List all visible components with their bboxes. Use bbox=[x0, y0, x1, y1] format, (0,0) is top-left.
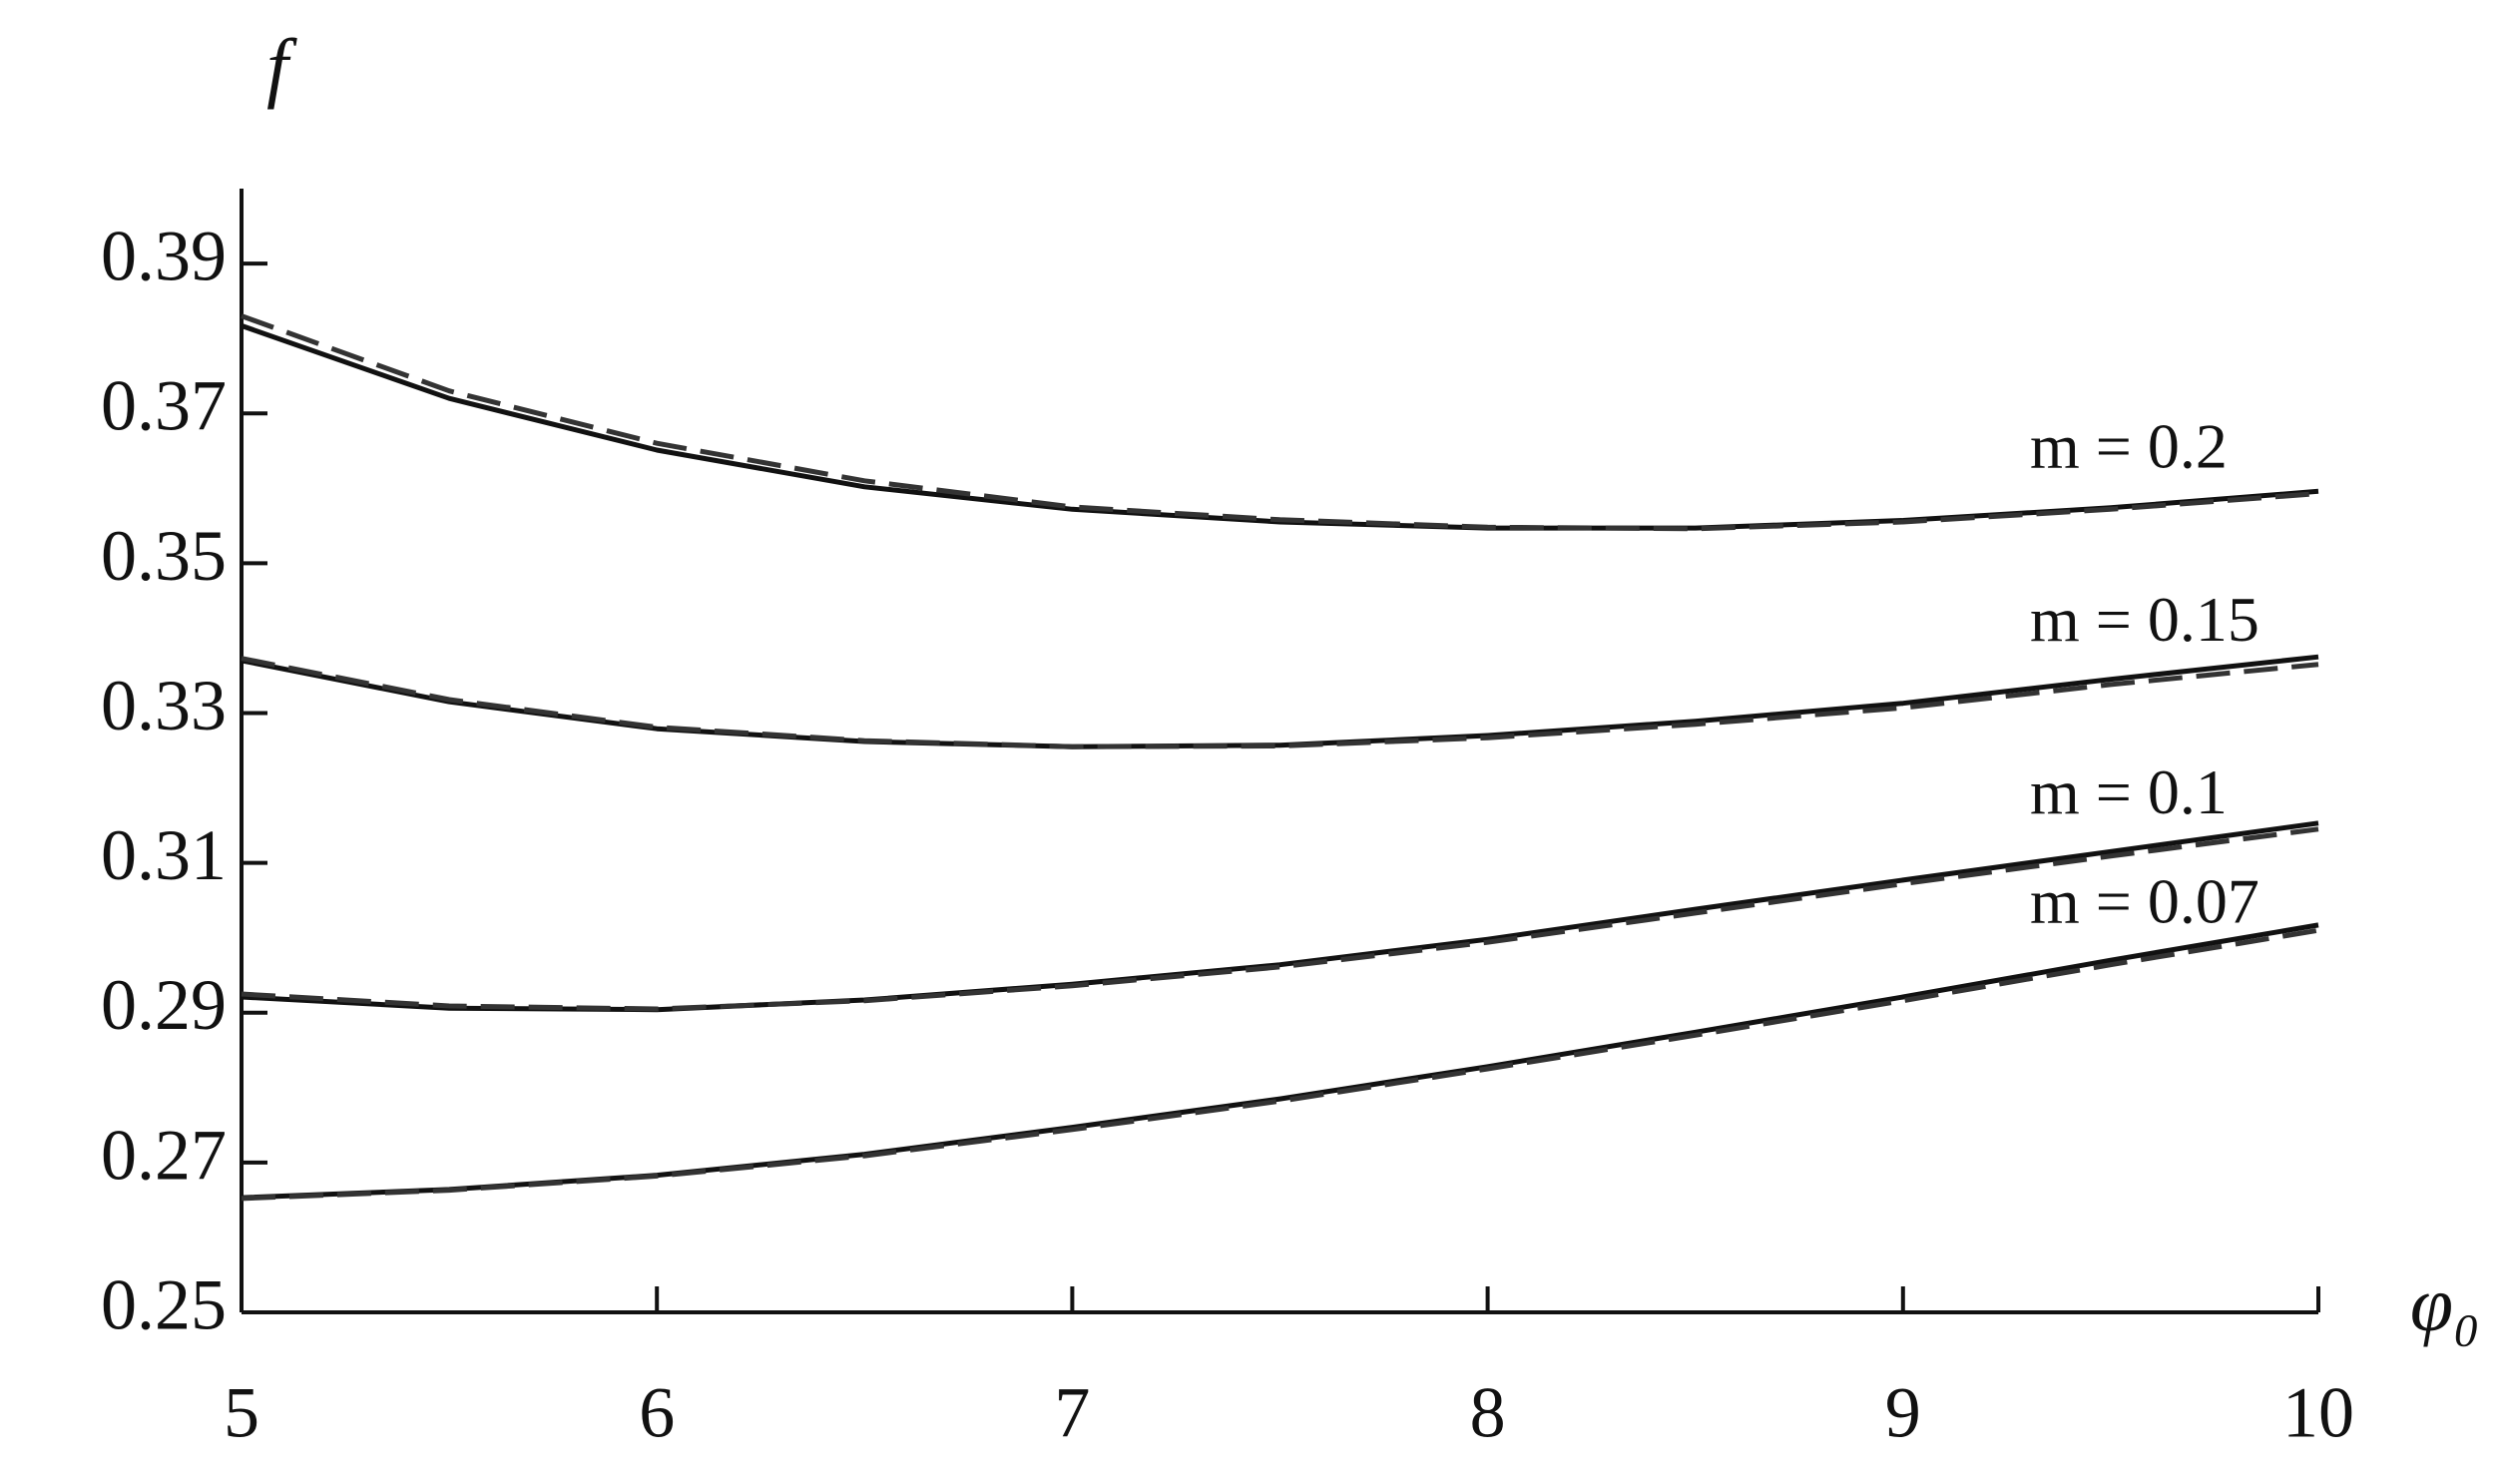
x-tick-label: 8 bbox=[1470, 1373, 1506, 1453]
dashed-line bbox=[241, 656, 2319, 749]
y-axis-title: f bbox=[266, 23, 297, 110]
line bbox=[241, 323, 2319, 531]
series-label: m = 0.15 bbox=[2030, 584, 2259, 655]
y-tick-label: 0.27 bbox=[101, 1115, 227, 1195]
x-tick-label: 6 bbox=[639, 1373, 675, 1453]
y-tick-label: 0.39 bbox=[101, 217, 227, 296]
x-tick-label: 10 bbox=[2282, 1373, 2354, 1453]
y-tick-label: 0.37 bbox=[101, 366, 227, 446]
y-tick-label: 0.29 bbox=[101, 965, 227, 1045]
series-label: m = 0.1 bbox=[2030, 756, 2228, 827]
dashed-line bbox=[241, 313, 2319, 532]
line bbox=[241, 654, 2319, 749]
dashed-line bbox=[241, 826, 2319, 1012]
x-tick-label: 9 bbox=[1885, 1373, 1921, 1453]
x-tick-label: 5 bbox=[224, 1373, 259, 1453]
y-tick-label: 0.31 bbox=[101, 815, 227, 895]
y-tick-label: 0.35 bbox=[101, 516, 227, 596]
x-tick-label: 7 bbox=[1054, 1373, 1090, 1453]
y-tick-label: 0.33 bbox=[101, 666, 227, 745]
series-label: m = 0.2 bbox=[2030, 411, 2228, 482]
dashed-line bbox=[241, 927, 2319, 1202]
x-axis-title: φ₀ bbox=[2410, 1260, 2480, 1347]
series-label: m = 0.07 bbox=[2030, 866, 2259, 937]
y-tick-label: 0.25 bbox=[101, 1265, 227, 1345]
